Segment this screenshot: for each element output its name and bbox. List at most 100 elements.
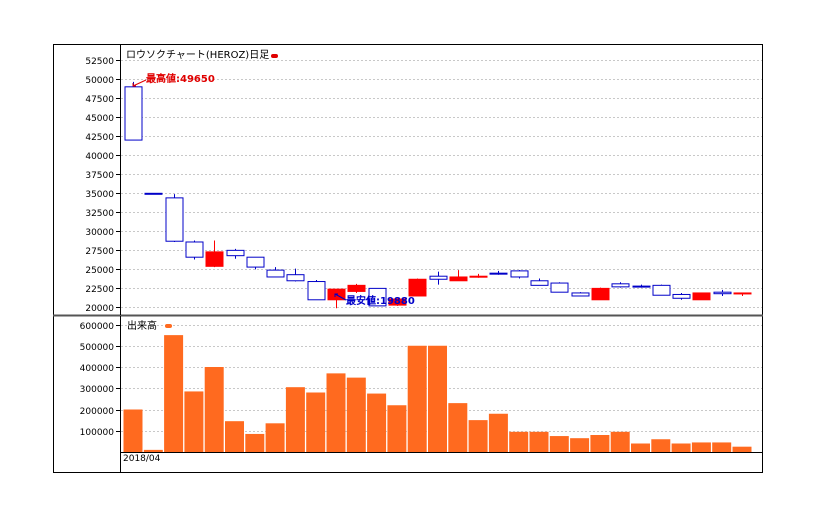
candle-body [530,280,549,286]
candlestick [672,292,691,300]
volume-bar [570,438,590,452]
high-annotation-label: 最高値:49650 [146,72,215,85]
candle-body [632,285,651,288]
candlestick [205,240,224,268]
volume-tick-label: 600000 [80,322,115,332]
candlestick-series [124,81,752,309]
candlestick [307,280,326,301]
volume-bar [488,413,508,452]
x-start-label: 2018/04 [123,454,161,464]
volume-bar [712,442,732,452]
candle-body [449,276,468,282]
candle-body [307,281,326,301]
candle-body [368,287,387,307]
candlestick [489,270,508,275]
price-tick-label: 35000 [85,190,114,200]
candle-body [246,256,265,268]
volume-bar [164,335,184,452]
price-legend-marker [271,54,278,58]
candlestick [469,273,488,278]
candle-body [408,278,427,297]
candle-body [510,270,529,278]
candlestick [530,278,549,286]
price-tick-label: 45000 [85,114,114,124]
price-tick-label: 37500 [85,171,114,181]
volume-tick-label: 400000 [80,364,115,374]
candlestick [652,284,671,296]
volume-tick-label: 200000 [80,407,115,417]
candlestick [266,267,285,278]
candle-body [692,292,711,301]
candle-body [489,272,508,275]
candle-body [713,291,732,295]
candle-body [672,293,691,299]
candlestick [571,292,590,297]
low-annotation: 最安値:19880 [334,293,415,307]
candle-body [652,284,671,296]
candle-body [165,197,184,242]
candlestick [429,271,448,285]
candlestick [185,240,204,260]
candlestick [246,256,265,270]
volume-bar [590,435,610,452]
candle-body [571,292,590,297]
volume-bar [245,433,265,452]
volume-bar [671,443,691,452]
volume-tick-label: 100000 [80,428,115,438]
volume-tick-label: 500000 [80,343,115,353]
price-tick-label: 52500 [85,57,114,67]
candlestick [124,81,143,141]
candlestick [327,288,346,309]
price-tick-label: 42500 [85,133,114,143]
volume-bar [428,345,447,452]
price-tick-label: 25000 [85,266,114,276]
volume-bar [143,449,163,452]
candle-body [611,283,630,288]
volume-bar [285,387,305,452]
price-tick-label: 22500 [85,285,114,295]
volume-bar [691,442,711,452]
candlestick [408,278,427,297]
candlestick [165,194,184,242]
volume-bar [549,436,569,452]
volume-bar [407,345,427,452]
low-annotation-label: 最安値:19880 [346,294,415,307]
candle-body [226,249,245,257]
volume-legend-marker [165,324,172,328]
volume-bar-series [123,335,752,452]
candle-body [205,251,224,267]
volume-bar [326,373,346,452]
price-tick-label: 40000 [85,152,114,162]
volume-bar [631,443,650,452]
volume-bar [123,409,143,452]
candle-body [733,292,752,295]
candle-body [286,274,305,282]
volume-bar [651,439,671,452]
volume-bar [184,391,204,452]
volume-bar [367,393,387,452]
candlestick [347,283,366,293]
candlestick [550,282,569,293]
chart-frame [53,44,763,473]
volume-bar [448,403,468,452]
price-tick-label: 50000 [85,76,114,86]
price-tick-label: 27500 [85,247,114,257]
candlestick [388,298,407,306]
candlestick [449,270,468,282]
price-gridlines [121,60,762,308]
candlestick [510,270,529,279]
volume-bar [204,367,224,452]
volume-axis: 100000 200000 300000 400000 500000 600000 [80,322,121,438]
volume-bar [387,405,407,452]
candle-body [124,86,143,141]
candlestick [713,289,732,296]
price-tick-label: 20000 [85,304,114,314]
candle-body [429,275,448,280]
candlestick [692,292,711,301]
volume-bar [225,421,244,452]
price-panel-title: ロウソクチャート(HEROZ)日足 [126,49,269,61]
candlestick [144,192,163,195]
candle-body [144,192,163,195]
volume-bar [529,431,549,452]
